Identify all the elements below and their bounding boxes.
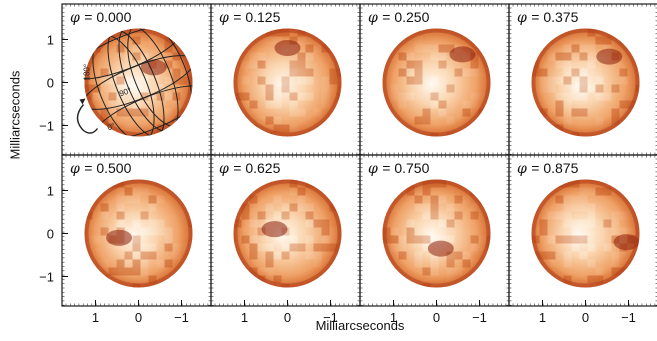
star-disk <box>233 28 342 137</box>
phase-label: φ = 0.625 <box>219 160 281 177</box>
panel-frame <box>508 154 657 307</box>
y-tick-label: −1 <box>39 270 54 285</box>
panel-4: φ = 0.500 1 0 −1 1 0 −1 <box>39 154 212 325</box>
y-tick-label: 1 <box>47 33 54 48</box>
panel-0: 180° 90° 0° φ = 0.000 1 0 −1 <box>39 3 212 156</box>
x-tick-label: 0 <box>284 310 291 325</box>
surface-spot <box>261 221 288 238</box>
star-disk <box>84 28 193 137</box>
x-tick-label: 1 <box>539 310 546 325</box>
x-tick-label: −1 <box>472 310 487 325</box>
x-tick-label: 1 <box>390 310 397 325</box>
surface-spot <box>613 234 640 251</box>
x-tick-label: −1 <box>621 310 636 325</box>
x-tick-label: 0 <box>433 310 440 325</box>
star-disk <box>84 179 193 288</box>
surface-spot <box>449 46 476 63</box>
phase-label: φ = 0.500 <box>70 160 132 177</box>
x-tick-label: 0 <box>582 310 589 325</box>
panel-1: φ = 0.125 <box>210 3 361 156</box>
y-tick-label: 0 <box>47 227 54 242</box>
grid-label: 180° <box>83 64 92 81</box>
rotation-arrow-icon <box>76 104 99 134</box>
x-tick-label: −1 <box>174 310 189 325</box>
surface-spot <box>106 229 133 246</box>
star-disk <box>382 179 491 288</box>
x-tick-label: 1 <box>241 310 248 325</box>
surface-spot <box>596 48 623 65</box>
panel-7: φ = 0.875 1 0 −1 <box>508 154 657 325</box>
phase-label: φ = 0.375 <box>517 9 579 26</box>
phase-label: φ = 0.250 <box>368 9 430 26</box>
grid-label: 90° <box>118 86 132 99</box>
star-disk <box>233 179 342 288</box>
surface-spot <box>274 39 301 56</box>
surface-spot <box>140 59 167 76</box>
panel-2: φ = 0.250 <box>359 3 510 156</box>
panel-3: φ = 0.375 <box>508 3 657 156</box>
surface-pixels <box>382 28 491 137</box>
panel-5: φ = 0.625 1 0 −1 <box>210 154 361 325</box>
y-tick-label: −1 <box>39 119 54 134</box>
phase-label: φ = 0.000 <box>70 9 132 26</box>
x-tick-label: 0 <box>135 310 142 325</box>
phase-label: φ = 0.875 <box>517 160 579 177</box>
grid-label: 0° <box>106 121 116 132</box>
x-tick-label: −1 <box>323 310 338 325</box>
phase-label: φ = 0.125 <box>219 9 281 26</box>
star-disk <box>531 179 640 288</box>
x-tick-label: 1 <box>92 310 99 325</box>
panel-6: φ = 0.750 1 0 −1 <box>359 154 510 325</box>
y-tick-label: 1 <box>47 184 54 199</box>
surface-spot <box>427 240 454 257</box>
phase-label: φ = 0.750 <box>368 160 430 177</box>
y-tick-label: 0 <box>47 76 54 91</box>
x-axis-label: Milliarcseconds <box>315 318 405 333</box>
